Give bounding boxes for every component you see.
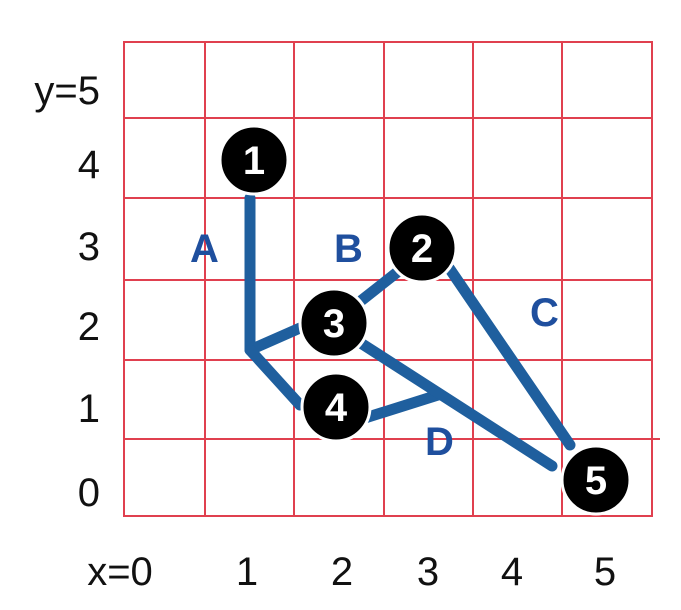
node-5: 5 (560, 444, 632, 516)
node-5-circle (560, 444, 632, 516)
segment-b (356, 264, 406, 306)
y-tick-5: y=5 (34, 69, 100, 113)
line-label-c: C (530, 291, 559, 335)
y-tick-4: 4 (78, 143, 100, 187)
line-label-a: A (190, 227, 219, 271)
nodes: 1 2 3 4 5 (218, 124, 632, 516)
x-tick-3: 3 (417, 550, 439, 594)
node-2: 2 (386, 212, 458, 284)
y-tick-1: 1 (78, 387, 100, 431)
segment-c (439, 256, 576, 451)
line-label-d: D (425, 420, 454, 464)
x-tick-4: 4 (501, 550, 523, 594)
segment-a-lower (244, 344, 306, 411)
node-4-circle (300, 371, 372, 443)
node-1: 1 (218, 124, 290, 196)
x-tick-5: 5 (594, 550, 616, 594)
line-labels: A B C D (190, 227, 559, 464)
node-1-label: 1 (243, 139, 265, 183)
node-4-label: 4 (325, 386, 348, 430)
node-3-label: 3 (323, 302, 345, 346)
node-5-label: 5 (585, 459, 607, 503)
connection-lines (244, 192, 576, 472)
line-label-b: B (334, 227, 363, 271)
y-axis: y=5 4 3 2 1 0 (34, 69, 100, 515)
y-tick-2: 2 (78, 305, 100, 349)
node-3: 3 (298, 287, 370, 359)
segment-d-upper (359, 389, 444, 424)
node-2-circle (386, 212, 458, 284)
x-tick-2: 2 (331, 550, 353, 594)
node-3-circle (298, 287, 370, 359)
node-4: 4 (300, 371, 372, 443)
x-tick-0: x=0 (87, 550, 153, 594)
node-2-label: 2 (411, 227, 433, 271)
x-tick-1: 1 (236, 550, 258, 594)
segment-d (350, 334, 558, 472)
x-axis: x=0 1 2 3 4 5 (87, 550, 616, 594)
y-tick-3: 3 (78, 225, 100, 269)
segment-a (244, 192, 306, 356)
y-tick-0: 0 (78, 471, 100, 515)
node-1-circle (218, 124, 290, 196)
